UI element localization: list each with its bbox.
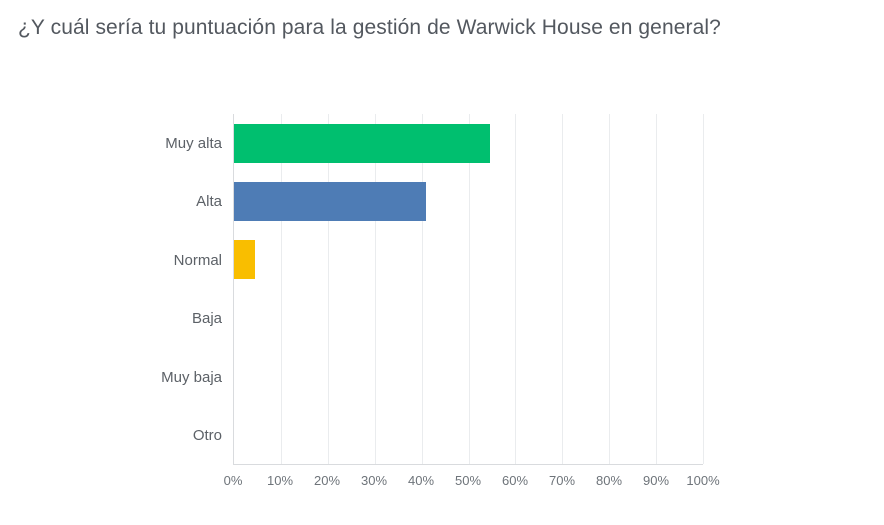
x-tick-label-20: 20%: [313, 473, 341, 488]
question-title: ¿Y cuál sería tu puntuación para la gest…: [18, 16, 721, 39]
category-label-muy-alta: Muy alta: [165, 134, 222, 152]
bar-normal: [234, 240, 256, 280]
bar-chart: Muy alta Alta Normal Baja Muy baja Otro 0% 10%…: [0, 114, 720, 488]
x-tick-label-90: 90%: [642, 473, 670, 488]
gridlines: [234, 114, 704, 464]
x-tick-label-10: 10%: [266, 473, 294, 488]
gridline-50: [468, 114, 470, 464]
bar-rows: [234, 114, 703, 464]
category-label-muy-baja: Muy baja: [161, 368, 222, 386]
bar-row-muy-alta: [234, 114, 703, 172]
bar-alta: [234, 181, 426, 221]
gridline-60: [515, 114, 517, 464]
bar-muy-alta: [234, 123, 490, 163]
gridline-10: [280, 114, 282, 464]
gridline-90: [656, 114, 658, 464]
category-label-normal: Normal: [173, 251, 222, 269]
x-tick-label-30: 30%: [360, 473, 388, 488]
bar-row-normal: [234, 231, 703, 289]
x-tick-label-40: 40%: [407, 473, 435, 488]
gridline-30: [374, 114, 376, 464]
category-label-baja: Baja: [191, 310, 222, 328]
plot-area: [233, 114, 704, 465]
x-tick-label-80: 80%: [595, 473, 623, 488]
category-labels: Muy alta Alta Normal Baja Muy baja Otro: [0, 114, 222, 465]
bar-row-alta: [234, 172, 703, 230]
x-axis-labels: 0% 10% 20% 30% 40% 50% 60% 70% 80% 90% 100%: [224, 473, 720, 495]
gridline-100: [703, 114, 704, 464]
x-tick-label-70: 70%: [548, 473, 576, 488]
x-tick-label-60: 60%: [501, 473, 529, 488]
bar-row-baja: [234, 289, 703, 347]
x-tick-label-100: 100%: [686, 473, 720, 488]
category-label-otro: Otro: [192, 427, 222, 445]
bar-row-muy-baja: [234, 347, 703, 405]
x-tick-label-0: 0%: [223, 473, 243, 488]
category-label-alta: Alta: [196, 193, 222, 211]
gridline-70: [562, 114, 564, 464]
x-tick-label-50: 50%: [454, 473, 482, 488]
gridline-80: [609, 114, 611, 464]
gridline-20: [327, 114, 329, 464]
gridline-40: [421, 114, 423, 464]
bar-row-otro: [234, 406, 703, 464]
